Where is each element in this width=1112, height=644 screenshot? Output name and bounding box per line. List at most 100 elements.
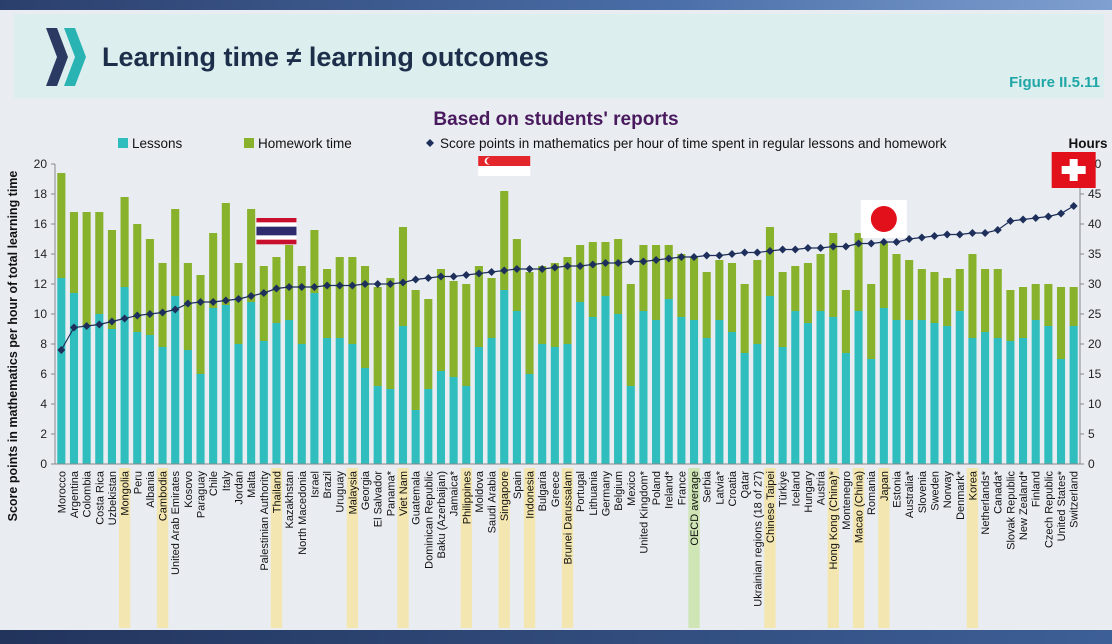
category-label-croatia: Croatia: [727, 470, 739, 506]
bar-homework-slovenia: [917, 269, 926, 320]
bar-lessons-palestinian-authority: [259, 341, 268, 464]
flag-stripe: [256, 226, 297, 232]
bar-homework-austria: [816, 254, 825, 311]
score-point-oecd-average: [690, 253, 699, 261]
category-label-italy: Italy: [221, 471, 233, 492]
score-point-united-kingdom: [639, 257, 648, 266]
bar-homework-uzbekistan: [107, 230, 116, 329]
category-label-austria: Austria: [816, 470, 828, 505]
bar-homework-kazakhstan: [285, 245, 294, 320]
bar-homework-japan: [879, 242, 888, 308]
category-label-slovenia: Slovenia: [917, 470, 929, 513]
category-label-spain: Spain: [512, 471, 524, 499]
category-label-kosovo: Kosovo: [183, 471, 195, 508]
bar-lessons-greece: [550, 347, 559, 464]
bar-lessons-iceland: [791, 311, 800, 464]
bar-homework-romania: [867, 284, 876, 359]
left-tick-label: 6: [40, 367, 47, 381]
flag-stripe: [256, 239, 297, 245]
bar-homework-philippines: [462, 284, 471, 386]
bar-homework-denmark: [955, 269, 964, 311]
category-label-japan: Japan: [879, 471, 891, 501]
bar-lessons-ukrainian-regions-18-of-27: [753, 344, 762, 464]
score-point-iceland: [791, 245, 800, 254]
category-label-moldova: Moldova: [474, 470, 486, 512]
score-point-palestinian-authority: [259, 289, 268, 297]
bar-lessons-indonesia: [525, 374, 534, 464]
category-label-dominican-republic: Dominican Republic: [423, 471, 435, 569]
category-label-chinese-taipei: Chinese Taipei: [765, 471, 777, 543]
category-label-peru: Peru: [132, 471, 144, 494]
category-label-united-kingdom: United Kingdom*: [638, 470, 650, 553]
score-point-serbia: [702, 251, 711, 260]
bottom-band: [0, 630, 1112, 644]
bar-lessons-switzerland: [1069, 326, 1078, 464]
category-label-t-rkiye: Türkiye: [778, 471, 790, 507]
highlight-mongolia: [118, 468, 131, 628]
bar-lessons-netherlands: [981, 332, 990, 464]
score-point-czech-republic: [1044, 212, 1053, 221]
bar-homework-albania: [145, 239, 154, 335]
left-axis-label: Score points in mathematics per hour of …: [6, 171, 20, 522]
bar-homework-palestinian-authority: [259, 266, 268, 341]
category-label-north-macedonia: North Macedonia: [297, 470, 309, 555]
right-tick-label: 35: [1088, 247, 1102, 261]
highlight-oecd-average: [688, 468, 700, 628]
category-label-portugal: Portugal: [575, 471, 587, 512]
bar-lessons-jamaica: [449, 377, 458, 464]
bar-lessons-japan: [879, 308, 888, 464]
score-point-dominican-republic: [424, 274, 433, 282]
category-label-united-states: United States*: [1056, 470, 1068, 541]
highlight-chinese-taipei: [764, 468, 776, 628]
left-tick-label: 16: [34, 217, 48, 231]
score-point-paraguay: [196, 298, 205, 306]
score-point-peru: [133, 311, 142, 320]
bar-lessons-el-salvador: [373, 386, 382, 464]
score-point-norway: [943, 230, 952, 239]
score-point-t-rkiye: [778, 245, 787, 254]
bar-homework-uruguay: [335, 257, 344, 338]
category-label-latvia: Latvia*: [714, 470, 726, 504]
bar-lessons-belgium: [614, 314, 623, 464]
bar-homework-canada: [993, 269, 1002, 338]
highlight-singapore: [498, 468, 510, 628]
flag-white-half: [478, 166, 531, 176]
score-point-jordan: [234, 295, 243, 303]
score-point-denmark: [955, 230, 964, 239]
category-label-argentina: Argentina: [69, 470, 81, 518]
bar-lessons-kazakhstan: [285, 320, 294, 464]
category-label-bulgaria: Bulgaria: [537, 470, 549, 511]
bar-homework-finland: [1031, 284, 1040, 320]
bar-lessons-cambodia: [158, 347, 167, 464]
category-label-romania: Romania: [866, 470, 878, 515]
category-label-netherlands: Netherlands*: [980, 470, 992, 534]
bar-lessons-united-states: [1056, 359, 1066, 464]
bar-homework-argentina: [69, 212, 79, 293]
bar-lessons-united-arab-emirates: [171, 296, 180, 464]
score-point-belgium: [614, 259, 623, 267]
category-label-slovak-republic: Slovak Republic: [1005, 471, 1017, 550]
bar-lessons-panama: [386, 389, 395, 464]
bar-lessons-united-kingdom: [639, 311, 648, 464]
highlight-malaysia: [346, 468, 359, 628]
bar-homework-saudi-arabia: [487, 278, 496, 338]
score-point-israel: [310, 283, 319, 291]
flag-cross-horizontal: [1061, 166, 1086, 174]
bar-homework-portugal: [576, 245, 585, 302]
highlight-korea: [966, 468, 979, 628]
bar-homework-north-macedonia: [297, 266, 306, 344]
score-point-slovenia: [917, 233, 926, 242]
bar-homework-netherlands: [981, 269, 990, 332]
category-label-saudi-arabia: Saudi Arabia: [487, 470, 499, 533]
bar-lessons-portugal: [576, 302, 585, 464]
bar-homework-lithuania: [588, 242, 597, 317]
category-label-panama: Panama*: [385, 470, 397, 516]
score-point-canada: [993, 226, 1002, 234]
legend-swatch-homework: [244, 138, 254, 148]
right-tick-label: 5: [1088, 427, 1095, 441]
bar-lessons-mongolia: [120, 287, 129, 464]
category-label-chile: Chile: [208, 471, 220, 496]
score-point-romania: [867, 239, 876, 248]
